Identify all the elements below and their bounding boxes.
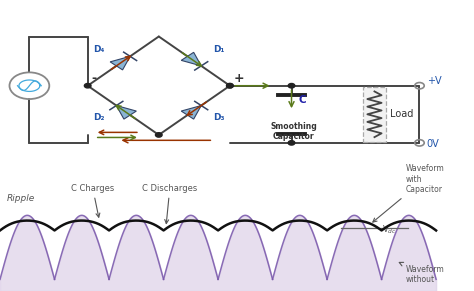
Circle shape (288, 84, 295, 88)
Text: C: C (299, 95, 306, 104)
Polygon shape (116, 106, 137, 119)
Circle shape (227, 84, 233, 88)
Text: Load: Load (390, 109, 413, 119)
Text: D₂: D₂ (93, 113, 104, 123)
FancyBboxPatch shape (363, 87, 386, 142)
Text: -: - (91, 72, 97, 85)
Text: Waveform
with
Capacitor: Waveform with Capacitor (373, 164, 444, 222)
Circle shape (84, 84, 91, 88)
Text: V$_{dc}$: V$_{dc}$ (382, 223, 396, 236)
Text: Smoothing
Capacitor: Smoothing Capacitor (271, 122, 317, 141)
Text: Waveform
without: Waveform without (399, 262, 444, 284)
Polygon shape (181, 106, 201, 119)
Polygon shape (110, 56, 130, 70)
Text: C Discharges: C Discharges (142, 184, 198, 223)
Circle shape (227, 84, 233, 88)
Text: D₁: D₁ (213, 45, 225, 54)
Polygon shape (181, 52, 201, 66)
Text: C Charges: C Charges (71, 184, 114, 217)
Circle shape (288, 141, 295, 145)
Text: +: + (234, 72, 244, 85)
Text: D₄: D₄ (93, 45, 104, 54)
Text: D₃: D₃ (213, 113, 225, 123)
Circle shape (155, 133, 162, 137)
Text: +V: +V (427, 76, 441, 86)
Text: Ripple: Ripple (7, 194, 36, 203)
Text: 0V: 0V (427, 139, 439, 149)
